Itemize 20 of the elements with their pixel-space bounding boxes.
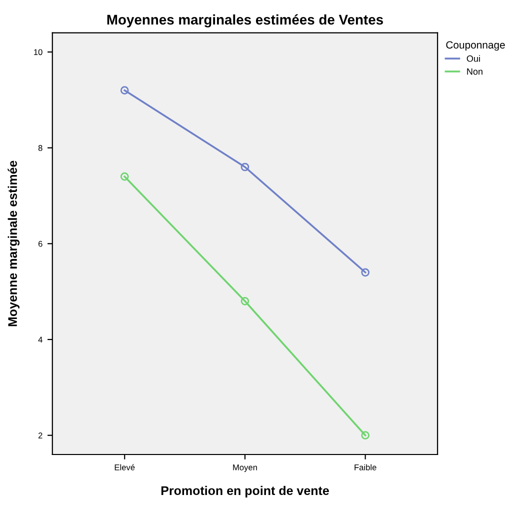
x-tick-label: Faible: [354, 464, 376, 470]
y-tick-label: 2: [38, 432, 42, 438]
legend-label: Non: [467, 68, 482, 75]
y-tick-label: 4: [38, 336, 42, 343]
point: [361, 431, 370, 440]
y-tick-label: 8: [38, 145, 42, 151]
legend-label: Oui: [466, 55, 480, 62]
point: [120, 172, 129, 181]
point: [120, 86, 129, 94]
y-axis-title: Moyenne marginale estimée: [8, 160, 20, 326]
legend-title: Couponnage: [446, 41, 505, 51]
chart-title: Moyennes marginales estimées de Ventes: [107, 14, 383, 28]
point: [240, 296, 250, 306]
x-tick-label: Moyen: [233, 464, 257, 472]
y-tick-label: 10: [34, 49, 42, 56]
y-tick-label: 6: [38, 240, 42, 247]
x-tick-label: Elevé: [114, 464, 135, 470]
point: [240, 162, 250, 172]
point: [361, 268, 370, 277]
x-axis-title: Promotion en point de vente: [161, 486, 329, 498]
